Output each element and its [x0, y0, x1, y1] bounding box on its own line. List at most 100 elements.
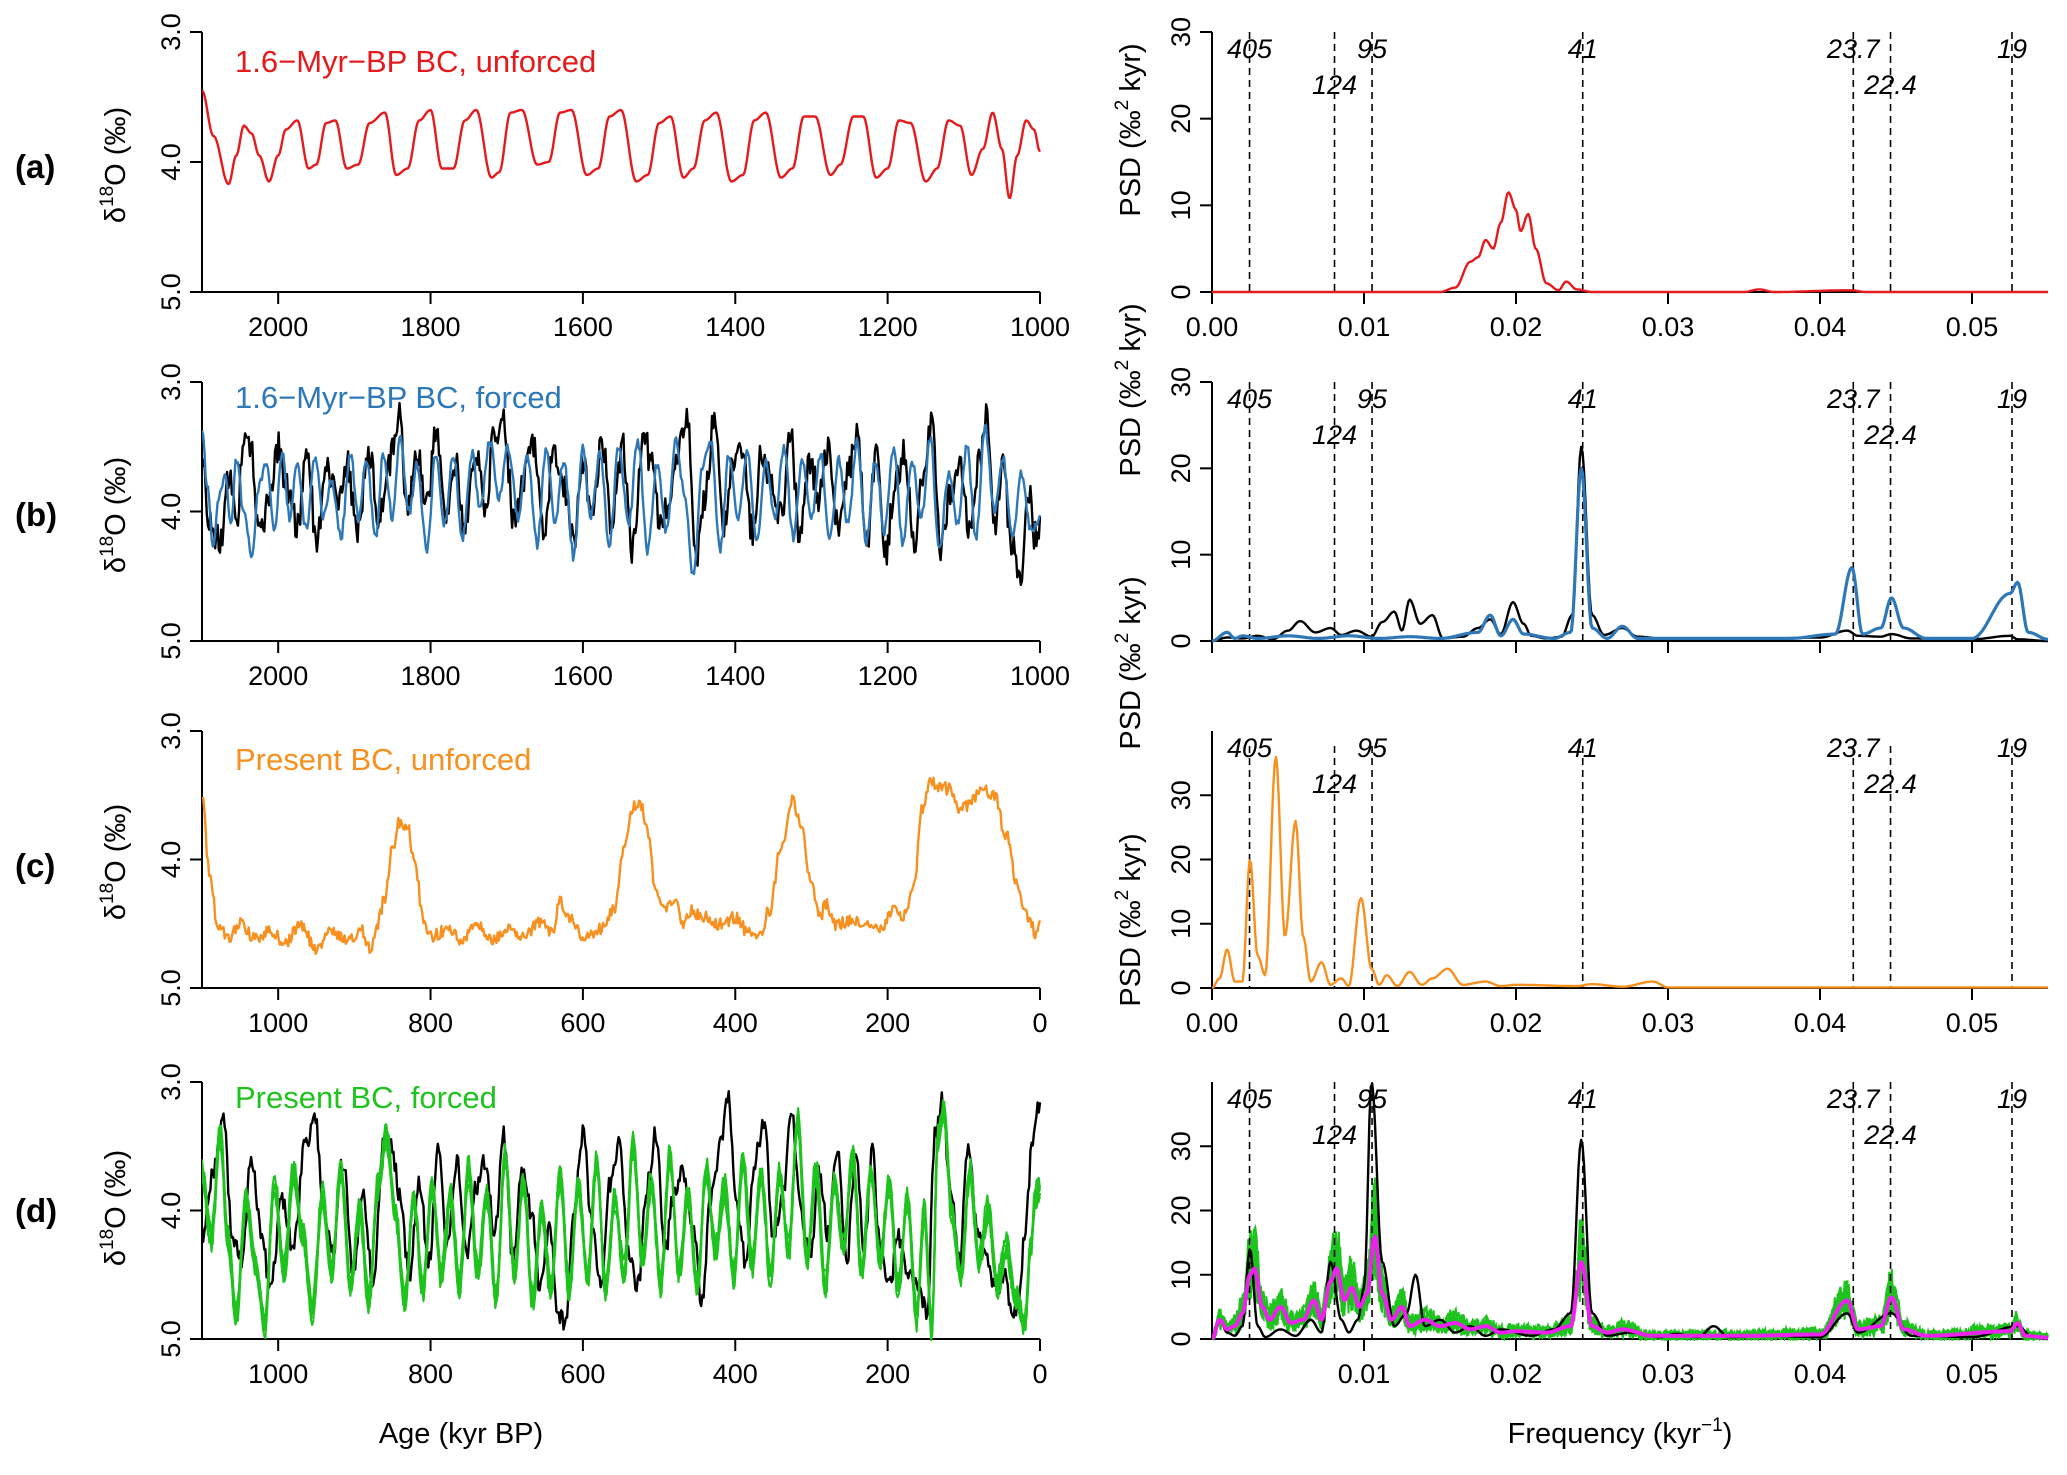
x-tick-label: 1000: [248, 1359, 308, 1389]
period-label-124: 124: [1312, 1120, 1357, 1150]
y-tick-label: 30: [1166, 1131, 1196, 1161]
series-magenta: [1212, 1234, 2049, 1341]
period-label-124: 124: [1312, 420, 1357, 450]
y-tick-label: 30: [1166, 17, 1196, 47]
x-tick-label: 0.02: [1490, 1359, 1543, 1389]
x-tick-label: 0.03: [1642, 1359, 1695, 1389]
x-tick-label: 1600: [553, 312, 613, 342]
x-axis-label-age: Age (kyr BP): [379, 1418, 543, 1450]
svg-text:δ18O (‰): δ18O (‰): [97, 804, 132, 920]
x-tick-label: 0.01: [1338, 312, 1391, 342]
panel-title: 1.6−Myr−BP BC, unforced: [235, 44, 596, 79]
y-tick-label: 10: [1166, 1260, 1196, 1290]
period-label-41: 41: [1568, 34, 1598, 64]
x-tick-label: 400: [713, 1359, 758, 1389]
period-label-23.7: 23.7: [1826, 384, 1881, 414]
period-label-19: 19: [1997, 733, 2027, 763]
panel-title: Present BC, unforced: [235, 742, 531, 777]
period-label-124: 124: [1312, 70, 1357, 100]
y-tick-label: 3.0: [156, 712, 186, 750]
y-tick-label: 20: [1166, 104, 1196, 134]
period-label-124: 124: [1312, 769, 1357, 799]
y-tick-label: 30: [1166, 367, 1196, 397]
plot-area: [202, 89, 1042, 200]
plot-area: [1212, 1082, 2049, 1341]
period-label-19: 19: [1997, 1084, 2027, 1114]
x-tick-label: 1800: [401, 661, 461, 691]
plot-area: [1212, 382, 2049, 643]
series-green-member-7: [202, 1101, 1041, 1332]
series-orange: [202, 776, 1042, 956]
period-label-19: 19: [1997, 34, 2027, 64]
y-tick-label: 10: [1166, 190, 1196, 220]
plot-area: [202, 776, 1042, 956]
x-tick-label: 1000: [248, 1008, 308, 1038]
x-tick-label: 0.00: [1186, 1008, 1239, 1038]
period-label-22.4: 22.4: [1863, 769, 1917, 799]
x-tick-label: 0.05: [1946, 1359, 1999, 1389]
x-tick-label: 600: [560, 1008, 605, 1038]
x-tick-label: 0: [1032, 1359, 1047, 1389]
x-tick-label: 0.01: [1338, 1359, 1391, 1389]
y-tick-label: 3.0: [156, 13, 186, 51]
period-label-41: 41: [1568, 733, 1598, 763]
x-tick-label: 1000: [1010, 312, 1070, 342]
x-tick-label: 800: [408, 1359, 453, 1389]
x-tick-label: 2000: [248, 312, 308, 342]
period-label-23.7: 23.7: [1826, 34, 1881, 64]
y-tick-label: 3.0: [156, 1063, 186, 1101]
psd-axis-label-a: PSD (‰2 kyr): [1112, 43, 1147, 216]
y-tick-label: 10: [1166, 540, 1196, 570]
svg-text:δ18O (‰): δ18O (‰): [97, 457, 132, 573]
x-tick-label: 0.05: [1946, 1008, 1999, 1038]
series-blue: [1212, 466, 2049, 643]
series-orange: [1212, 755, 2048, 990]
svg-text:δ18O (‰): δ18O (‰): [97, 107, 132, 223]
period-label-405: 405: [1227, 733, 1273, 763]
green-ensemble-5: [1212, 1183, 2049, 1341]
series-black: [202, 401, 1042, 587]
y-tick-label: 4.0: [156, 143, 186, 181]
x-tick-label: 0.03: [1642, 312, 1695, 342]
x-tick-label: 400: [713, 1008, 758, 1038]
svg-text:PSD (‰2 kyr): PSD (‰2 kyr): [1112, 43, 1147, 216]
period-label-19: 19: [1997, 384, 2027, 414]
y-tick-label: 0: [1166, 1331, 1196, 1346]
x-tick-label: 800: [408, 1008, 453, 1038]
x-tick-label: 1800: [401, 312, 461, 342]
panel-label-c: (c): [15, 847, 55, 884]
x-tick-label: 0.05: [1946, 312, 1999, 342]
series-blue: [202, 424, 1042, 576]
panel-label-b: (b): [15, 496, 57, 533]
y-axis-label-d: δ18O (‰): [97, 1150, 132, 1266]
x-tick-label: 0: [1032, 1008, 1047, 1038]
x-tick-label: 1200: [858, 312, 918, 342]
y-tick-label: 0: [1166, 633, 1196, 648]
period-label-41: 41: [1568, 384, 1598, 414]
x-tick-label: 2000: [248, 661, 308, 691]
y-axis-label-c: δ18O (‰): [97, 804, 132, 920]
y-tick-label: 20: [1166, 1195, 1196, 1225]
x-tick-label: 1200: [858, 661, 918, 691]
panel-b-time: 3.0 4.0 5.0 2000 1800 1600 1400 1200 1000 1.6−Myr…: [156, 363, 1070, 691]
svg-text:PSD (‰2 kyr): PSD (‰2 kyr): [1112, 576, 1147, 749]
plot-area: [1212, 746, 2048, 990]
green-ensemble-1: [1212, 1177, 2049, 1341]
svg-text:PSD (‰2 kyr): PSD (‰2 kyr): [1112, 833, 1147, 1006]
psd-axis-label-b: PSD (‰2 kyr): [1112, 303, 1147, 476]
y-axis-label-a: δ18O (‰): [97, 107, 132, 223]
y-tick-label: 5.0: [156, 1320, 186, 1358]
series-black: [1212, 445, 2048, 643]
y-tick-label: 20: [1166, 844, 1196, 874]
y-tick-label: 5.0: [156, 622, 186, 660]
x-tick-label: 0.04: [1794, 1008, 1847, 1038]
series-red: [202, 89, 1042, 200]
x-tick-label: 600: [560, 1359, 605, 1389]
period-label-405: 405: [1227, 34, 1273, 64]
y-tick-label: 30: [1166, 780, 1196, 810]
period-label-405: 405: [1227, 384, 1273, 414]
